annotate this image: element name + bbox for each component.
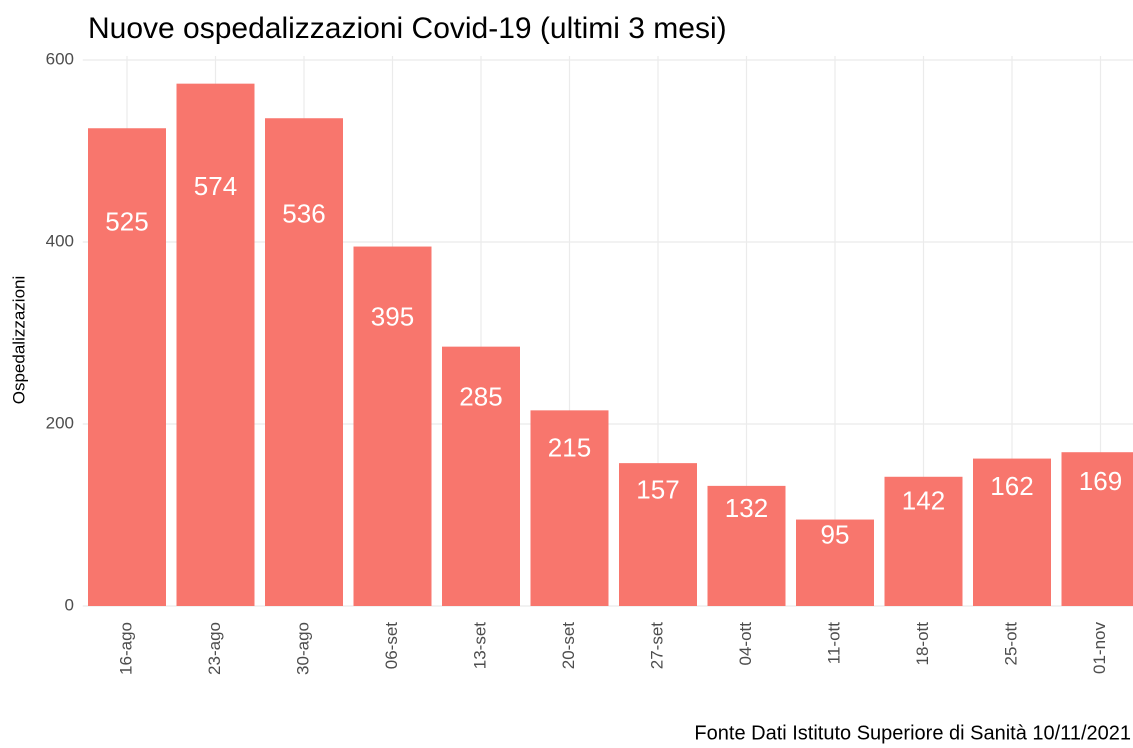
caption: Fonte Dati Istituto Superiore di Sanità … — [694, 722, 1131, 744]
bar — [88, 128, 166, 606]
x-tick-label: 23-ago — [205, 622, 224, 675]
value-label: 574 — [194, 171, 237, 201]
value-label: 162 — [990, 471, 1033, 501]
bar — [530, 410, 609, 606]
y-axis-label: Ospedalizzazioni — [9, 276, 28, 405]
bar — [884, 476, 963, 606]
y-tick-label: 400 — [46, 231, 74, 250]
bar — [176, 83, 255, 606]
x-tick-label: 18-ott — [913, 622, 932, 666]
value-label: 95 — [821, 520, 850, 550]
chart-title: Nuove ospedalizzazioni Covid-19 (ultimi … — [88, 12, 727, 45]
x-tick-label: 01-nov — [1090, 622, 1109, 674]
y-tick-label: 0 — [65, 595, 74, 614]
value-label: 157 — [636, 475, 679, 505]
bar — [619, 463, 697, 606]
value-label: 169 — [1079, 466, 1122, 496]
x-tick-label: 25-ott — [1001, 622, 1020, 666]
bar — [265, 118, 343, 607]
bar — [353, 246, 432, 607]
value-label: 395 — [371, 301, 414, 331]
x-tick-label: 13-set — [470, 622, 489, 670]
x-tick-label: 30-ago — [293, 622, 312, 675]
value-label: 215 — [548, 432, 591, 462]
y-tick-label: 200 — [46, 413, 74, 432]
value-label: 285 — [459, 381, 502, 411]
x-tick-label: 16-ago — [116, 622, 135, 675]
y-tick-label: 600 — [46, 49, 74, 68]
value-label: 525 — [105, 207, 148, 237]
value-label: 132 — [725, 493, 768, 523]
x-tick-label: 04-ott — [736, 622, 755, 666]
bar — [1061, 452, 1133, 606]
bar — [707, 485, 786, 606]
bar — [442, 346, 520, 606]
value-label: 536 — [282, 199, 325, 229]
bar — [796, 519, 874, 606]
value-label: 142 — [902, 485, 945, 515]
bar — [973, 458, 1051, 606]
x-tick-label: 27-set — [647, 622, 666, 670]
x-tick-label: 11-ott — [824, 622, 843, 664]
x-tick-label: 06-set — [382, 622, 401, 670]
x-tick-label: 20-set — [559, 622, 578, 670]
